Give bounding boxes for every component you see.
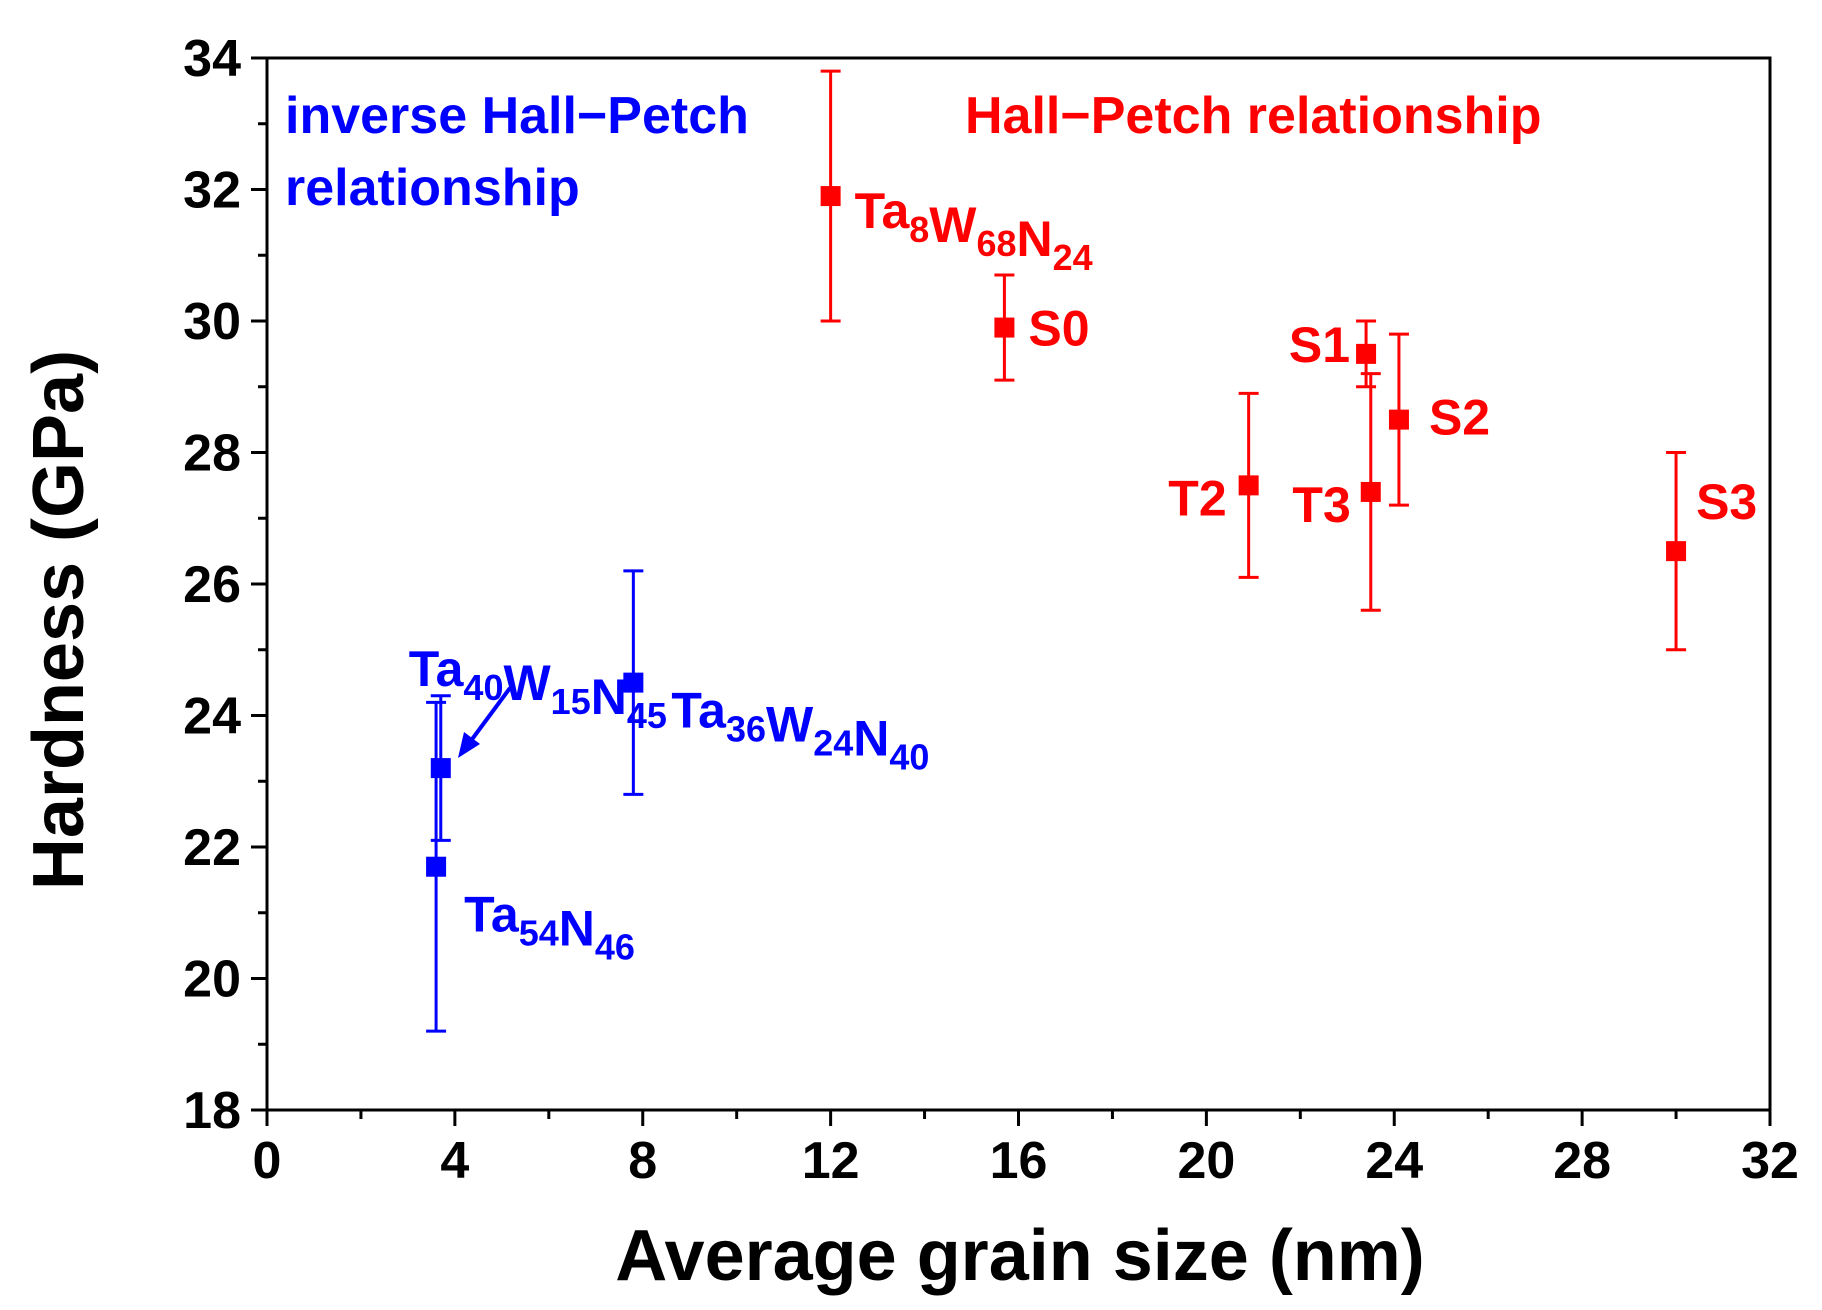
annotation-hall-petch: Hall−Petch relationship	[965, 87, 1542, 145]
arrow-head	[458, 732, 480, 758]
label-subscript: 46	[595, 927, 635, 968]
data-point-label: T2	[1168, 470, 1226, 526]
label-element: N	[591, 669, 627, 725]
data-point	[623, 672, 644, 693]
y-axis-title: Hardness (GPa)	[19, 350, 99, 890]
x-tick-label: 8	[628, 1132, 657, 1190]
y-tick-label: 28	[183, 425, 241, 483]
label-subscript: 54	[519, 913, 559, 954]
x-tick-label: 12	[802, 1132, 860, 1190]
data-point	[1388, 409, 1409, 430]
label-element: Ta	[855, 183, 911, 239]
x-axis-title: Average grain size (nm)	[615, 1216, 1425, 1296]
label-subscript: 40	[463, 667, 503, 708]
y-tick-label: 24	[183, 688, 241, 746]
y-tick-label: 30	[183, 293, 241, 351]
label-element: N	[559, 901, 595, 957]
label-subscript: 68	[977, 223, 1017, 264]
arrow-pointer	[458, 686, 512, 758]
label-element: T3	[1292, 477, 1350, 533]
annotation-inverse-line1: inverse Hall−Petch	[285, 87, 749, 145]
x-tick-label: 32	[1741, 1132, 1799, 1190]
label-subscript: 15	[551, 681, 591, 722]
data-point-label: S0	[1028, 301, 1089, 357]
y-tick-label: 18	[183, 1082, 241, 1140]
data-point-label: S2	[1429, 390, 1490, 446]
data-point	[1666, 541, 1687, 562]
y-tick-label: 22	[183, 819, 241, 877]
series-hall-petch: Ta8W68N24 S0 S1 S2 T2 T3 S3	[820, 69, 1757, 652]
data-point	[994, 317, 1015, 338]
label-element: S2	[1429, 390, 1490, 446]
label-element: Ta	[409, 641, 465, 697]
x-tick-label: 24	[1365, 1132, 1423, 1190]
y-tick-label: 20	[183, 951, 241, 1009]
data-point	[820, 186, 841, 207]
data-point	[430, 758, 451, 779]
data-point	[1360, 481, 1381, 502]
data-point	[1238, 475, 1259, 496]
data-point-label: Ta8W68N24	[855, 183, 1093, 278]
label-element: T2	[1168, 470, 1226, 526]
label-element: S3	[1696, 474, 1757, 530]
label-element: S0	[1028, 301, 1089, 357]
data-point-label: S1	[1289, 317, 1350, 373]
data-point-label: T3	[1292, 477, 1350, 533]
label-subscript: 24	[1053, 237, 1093, 278]
label-element: Ta	[671, 683, 727, 739]
data-point-label: Ta54N46	[464, 887, 635, 968]
label-element: W	[766, 697, 814, 753]
data-point	[426, 856, 447, 877]
axis-ticks	[251, 56, 1772, 1126]
arrow-shaft	[468, 686, 512, 744]
label-element: S1	[1289, 317, 1350, 373]
y-tick-label: 34	[183, 30, 241, 88]
axis-tick-labels: 0 4 8 12 16 20 24 28 32 18 20 22 24 26 28 30 32 34	[183, 30, 1799, 1190]
label-subscript: 40	[889, 737, 929, 778]
y-tick-label: 26	[183, 556, 241, 614]
annotation-inverse-line2: relationship	[285, 159, 580, 217]
x-tick-label: 0	[253, 1132, 282, 1190]
x-tick-label: 20	[1177, 1132, 1235, 1190]
label-element: N	[853, 711, 889, 767]
label-element: Ta	[464, 887, 520, 943]
y-tick-label: 32	[183, 162, 241, 220]
data-point-label: S3	[1696, 474, 1757, 530]
x-tick-label: 4	[440, 1132, 469, 1190]
x-tick-label: 16	[990, 1132, 1048, 1190]
data-point-label: Ta40W15N45	[409, 641, 667, 736]
label-subscript: 36	[726, 709, 766, 750]
annotations: inverse Hall−Petch relationship Hall−Pet…	[285, 87, 1542, 758]
label-element: W	[503, 655, 551, 711]
label-subscript: 8	[909, 209, 929, 250]
label-subscript: 24	[813, 723, 853, 764]
data-point	[1356, 343, 1377, 364]
label-element: W	[929, 197, 977, 253]
data-point-label: Ta36W24N40	[671, 683, 929, 778]
x-tick-label: 28	[1553, 1132, 1611, 1190]
label-element: N	[1017, 211, 1053, 267]
